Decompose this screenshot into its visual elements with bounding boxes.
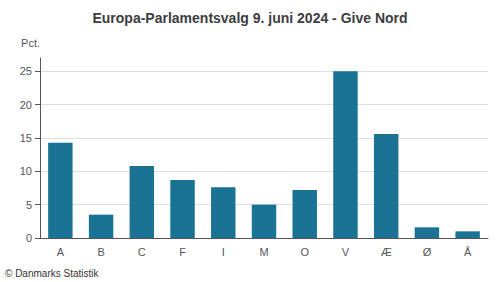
svg-text:F: F (179, 246, 186, 258)
svg-text:0: 0 (26, 232, 32, 244)
svg-text:© Danmarks Statistik: © Danmarks Statistik (5, 268, 100, 279)
svg-text:I: I (222, 246, 225, 258)
svg-text:25: 25 (20, 65, 32, 77)
svg-text:A: A (57, 246, 65, 258)
svg-text:Ø: Ø (423, 246, 432, 258)
svg-text:20: 20 (20, 99, 32, 111)
svg-text:Å: Å (464, 246, 472, 258)
svg-text:Pct.: Pct. (21, 37, 40, 49)
svg-text:Æ: Æ (381, 246, 392, 258)
svg-text:Europa-Parlamentsvalg 9. juni: Europa-Parlamentsvalg 9. juni 2024 - Giv… (92, 10, 407, 26)
svg-text:V: V (342, 246, 350, 258)
svg-text:O: O (300, 246, 309, 258)
svg-text:M: M (259, 246, 268, 258)
svg-text:5: 5 (26, 199, 32, 211)
svg-text:B: B (97, 246, 104, 258)
svg-text:10: 10 (20, 165, 32, 177)
svg-text:C: C (138, 246, 146, 258)
svg-text:15: 15 (20, 132, 32, 144)
